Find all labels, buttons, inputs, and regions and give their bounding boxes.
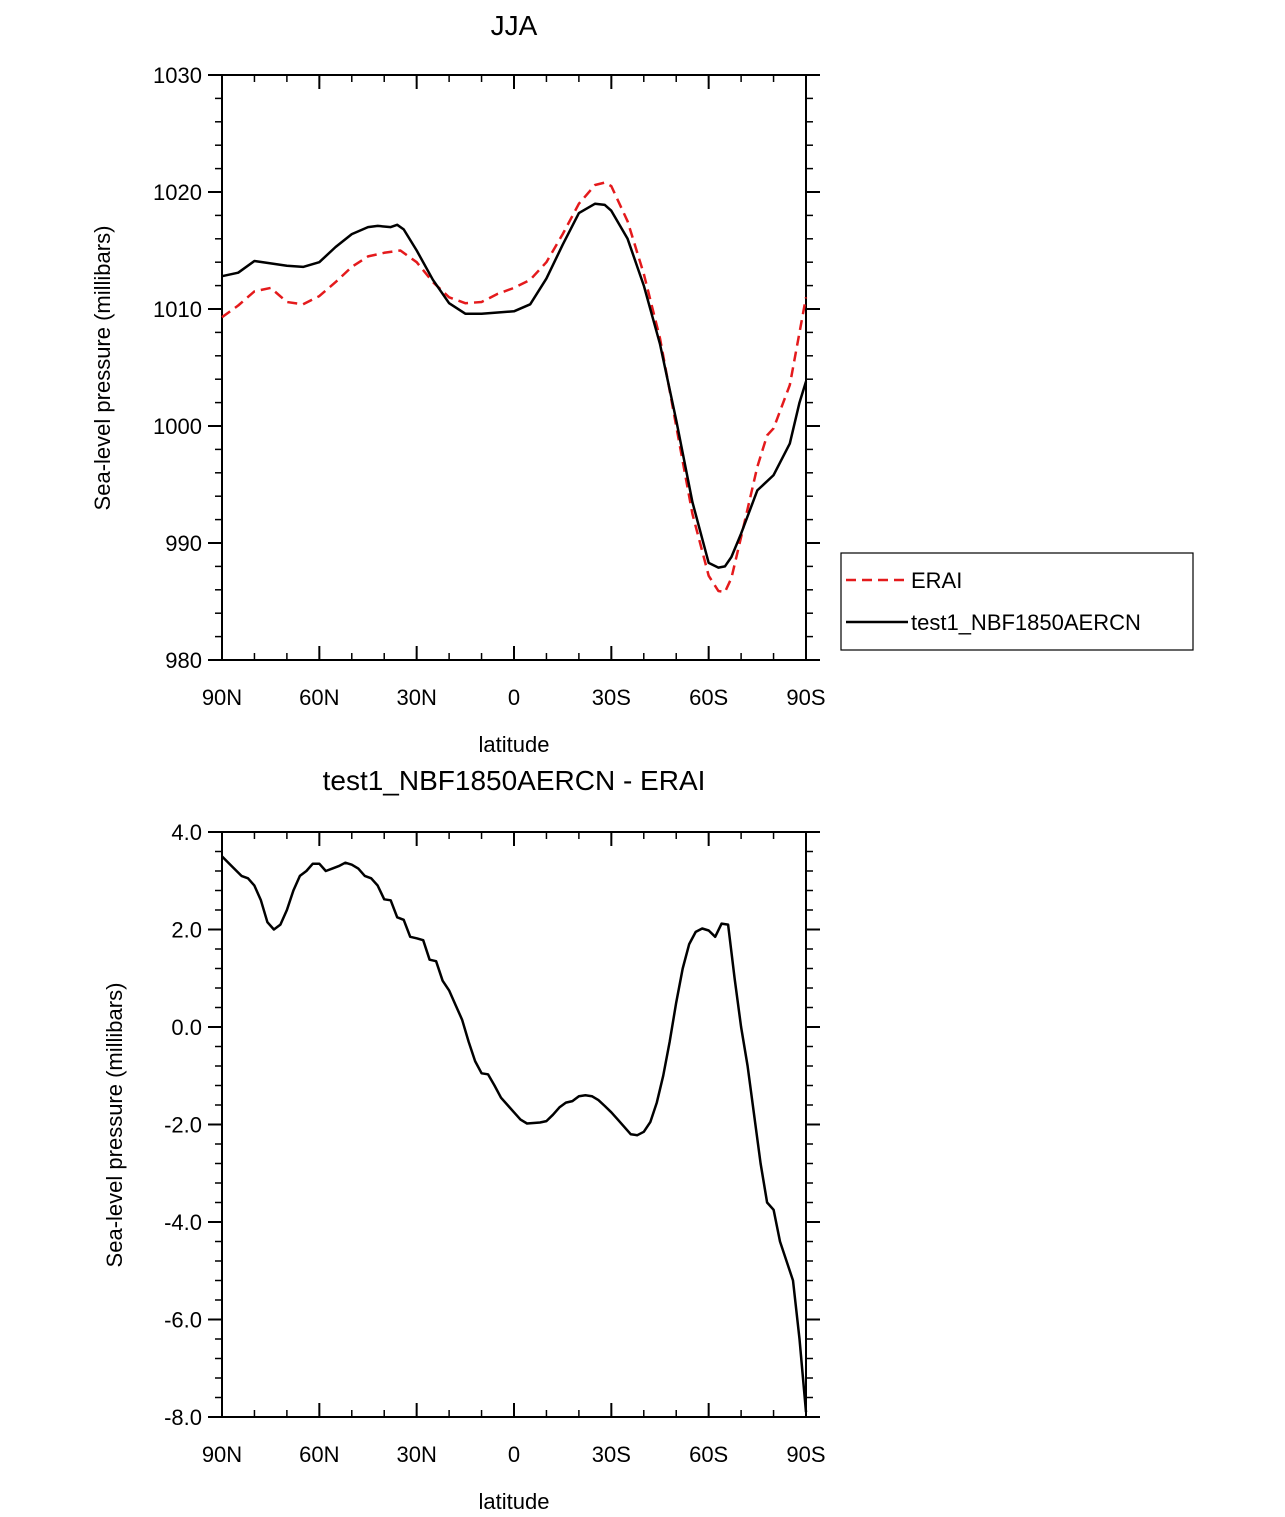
y-tick-label: 2.0 [171,918,202,943]
x-tick-label: 60S [689,1442,728,1467]
y-tick-label: 990 [165,531,202,556]
x-axis-label: latitude [479,732,550,757]
panel-sea-level-pressure: JJA 90N 60N 30N 0 30S 60S 90S 980 990 1000 1010 102… [90,10,1194,757]
legend-label-test1: test1_NBF1850AERCN [911,610,1141,635]
series-layer [221,181,808,594]
x-tick-label: 0 [508,1442,520,1467]
x-tick-label: 60S [689,685,728,710]
plot-frame [221,831,807,1418]
legend-label-erai: ERAI [911,568,962,593]
series-line-test1-nbf1850aercn [221,202,808,569]
x-axis-label: latitude [479,1489,550,1514]
chart-title: JJA [491,10,538,41]
x-tick-label: 30N [396,685,436,710]
y-axis-label: Sea-level pressure (millibars) [90,226,115,511]
axis-layer: 90N 60N 30N 0 30S 60S 90S 980 990 1000 1010 1020 103… [153,63,826,710]
x-tick-label: 0 [508,685,520,710]
x-tick-label: 90N [202,685,242,710]
y-tick-label: -2.0 [164,1113,202,1138]
axis-layer: 90N 60N 30N 0 30S 60S 90S -8.0 -6.0 -4.0 -2.0 0.0 2.… [164,820,826,1467]
y-tick-label: -6.0 [164,1308,202,1333]
y-tick-label: 1030 [153,63,202,88]
x-tick-label: 90S [786,1442,825,1467]
legend-box [840,552,1194,651]
series-layer [221,855,808,1413]
y-tick-label: 1000 [153,414,202,439]
y-tick-label: -8.0 [164,1405,202,1430]
series-line-erai [221,181,808,594]
y-tick-label: 1010 [153,297,202,322]
legend: ERAI test1_NBF1850AERCN [840,552,1194,651]
y-tick-label: 0.0 [171,1015,202,1040]
series-line-test1-nbf1850aercn-erai [221,855,808,1413]
chart-title: test1_NBF1850AERCN - ERAI [323,765,706,796]
x-tick-label: 90S [786,685,825,710]
x-tick-label: 90N [202,1442,242,1467]
y-tick-label: 4.0 [171,820,202,845]
x-tick-label: 60N [299,1442,339,1467]
panel-difference: test1_NBF1850AERCN - ERAI 90N 60N 30N 0 30S 6… [102,765,826,1514]
y-tick-label: -4.0 [164,1210,202,1235]
y-tick-label: 980 [165,648,202,673]
x-tick-label: 30S [592,685,631,710]
x-tick-label: 60N [299,685,339,710]
plot-frame [221,74,807,661]
x-tick-label: 30N [396,1442,436,1467]
y-tick-label: 1020 [153,180,202,205]
x-tick-label: 30S [592,1442,631,1467]
y-axis-label: Sea-level pressure (millibars) [102,983,127,1268]
